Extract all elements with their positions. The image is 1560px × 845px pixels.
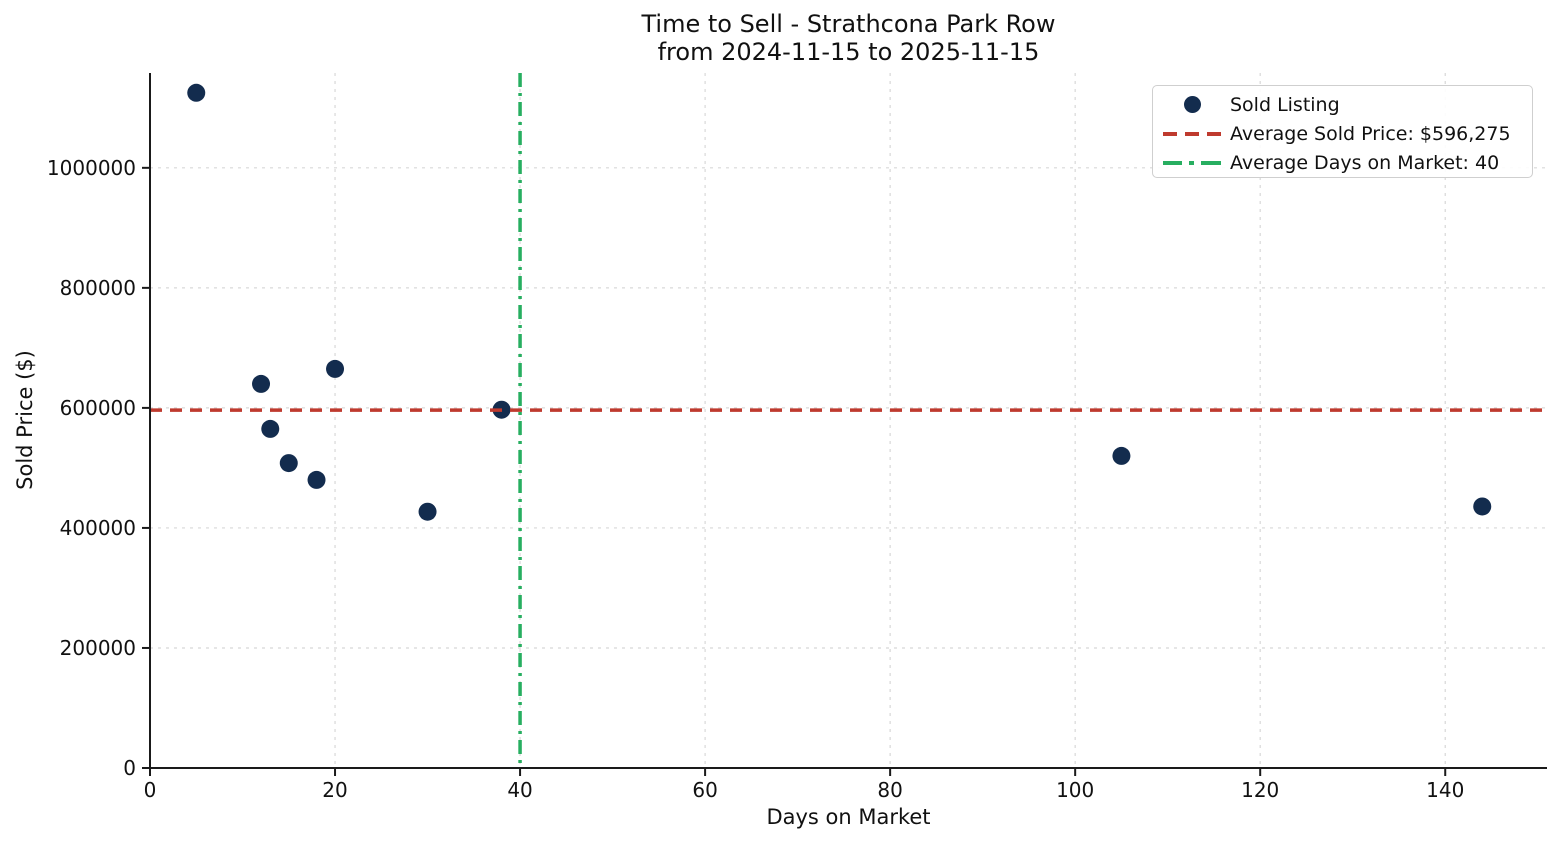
x-tick-label: 80 [877, 778, 902, 802]
sold-listing-point [326, 359, 345, 378]
sold-listing-point [1112, 446, 1131, 465]
legend-marker [1163, 96, 1221, 113]
chart-title-line1: Time to Sell - Strathcona Park Row [641, 10, 1056, 38]
x-tick-label: 0 [144, 778, 157, 802]
x-tick-label: 120 [1241, 778, 1279, 802]
y-tick-label: 400000 [60, 516, 136, 540]
chart-title: Time to Sell - Strathcona Park Row from … [150, 10, 1547, 66]
x-tick-label: 60 [692, 778, 717, 802]
y-tick-label: 200000 [60, 636, 136, 660]
x-tick-label: 20 [322, 778, 347, 802]
chart-title-line2: from 2024-11-15 to 2025-11-15 [657, 37, 1040, 66]
legend: Sold Listing Average Sold Price: $596,27… [1152, 85, 1533, 178]
legend-marker [1163, 160, 1221, 165]
x-tick-label: 40 [507, 778, 532, 802]
legend-marker [1163, 131, 1221, 136]
y-tick-label: 0 [123, 756, 136, 780]
sold-listing-point [187, 83, 206, 102]
x-axis-label: Days on Market [766, 805, 931, 829]
legend-row-average-days: Average Days on Market: 40 [1163, 148, 1532, 177]
sold-listing-point [279, 454, 298, 473]
sold-listing-point [1473, 497, 1492, 516]
sold-listing-point [252, 374, 271, 393]
sold-listing-point [307, 470, 326, 489]
dashed-line-icon [1163, 131, 1221, 136]
x-tick-label: 140 [1426, 778, 1464, 802]
legend-row-sold-listing: Sold Listing [1163, 90, 1532, 119]
y-tick-label: 600000 [60, 396, 136, 420]
sold-listing-point [261, 419, 280, 438]
legend-row-average-sold-price: Average Sold Price: $596,275 [1163, 119, 1532, 148]
y-tick-label: 1000000 [47, 156, 136, 180]
legend-label-average-days: Average Days on Market: 40 [1230, 151, 1500, 174]
y-tick-label: 800000 [60, 276, 136, 300]
legend-label-average-sold-price: Average Sold Price: $596,275 [1230, 122, 1511, 145]
dashdot-line-icon [1163, 160, 1221, 165]
sold-listing-point [418, 502, 437, 521]
sold-listing-dot-icon [1183, 96, 1201, 113]
y-axis-label: Sold Price ($) [13, 350, 37, 490]
legend-label-sold-listing: Sold Listing [1230, 93, 1340, 116]
x-tick-label: 100 [1056, 778, 1094, 802]
